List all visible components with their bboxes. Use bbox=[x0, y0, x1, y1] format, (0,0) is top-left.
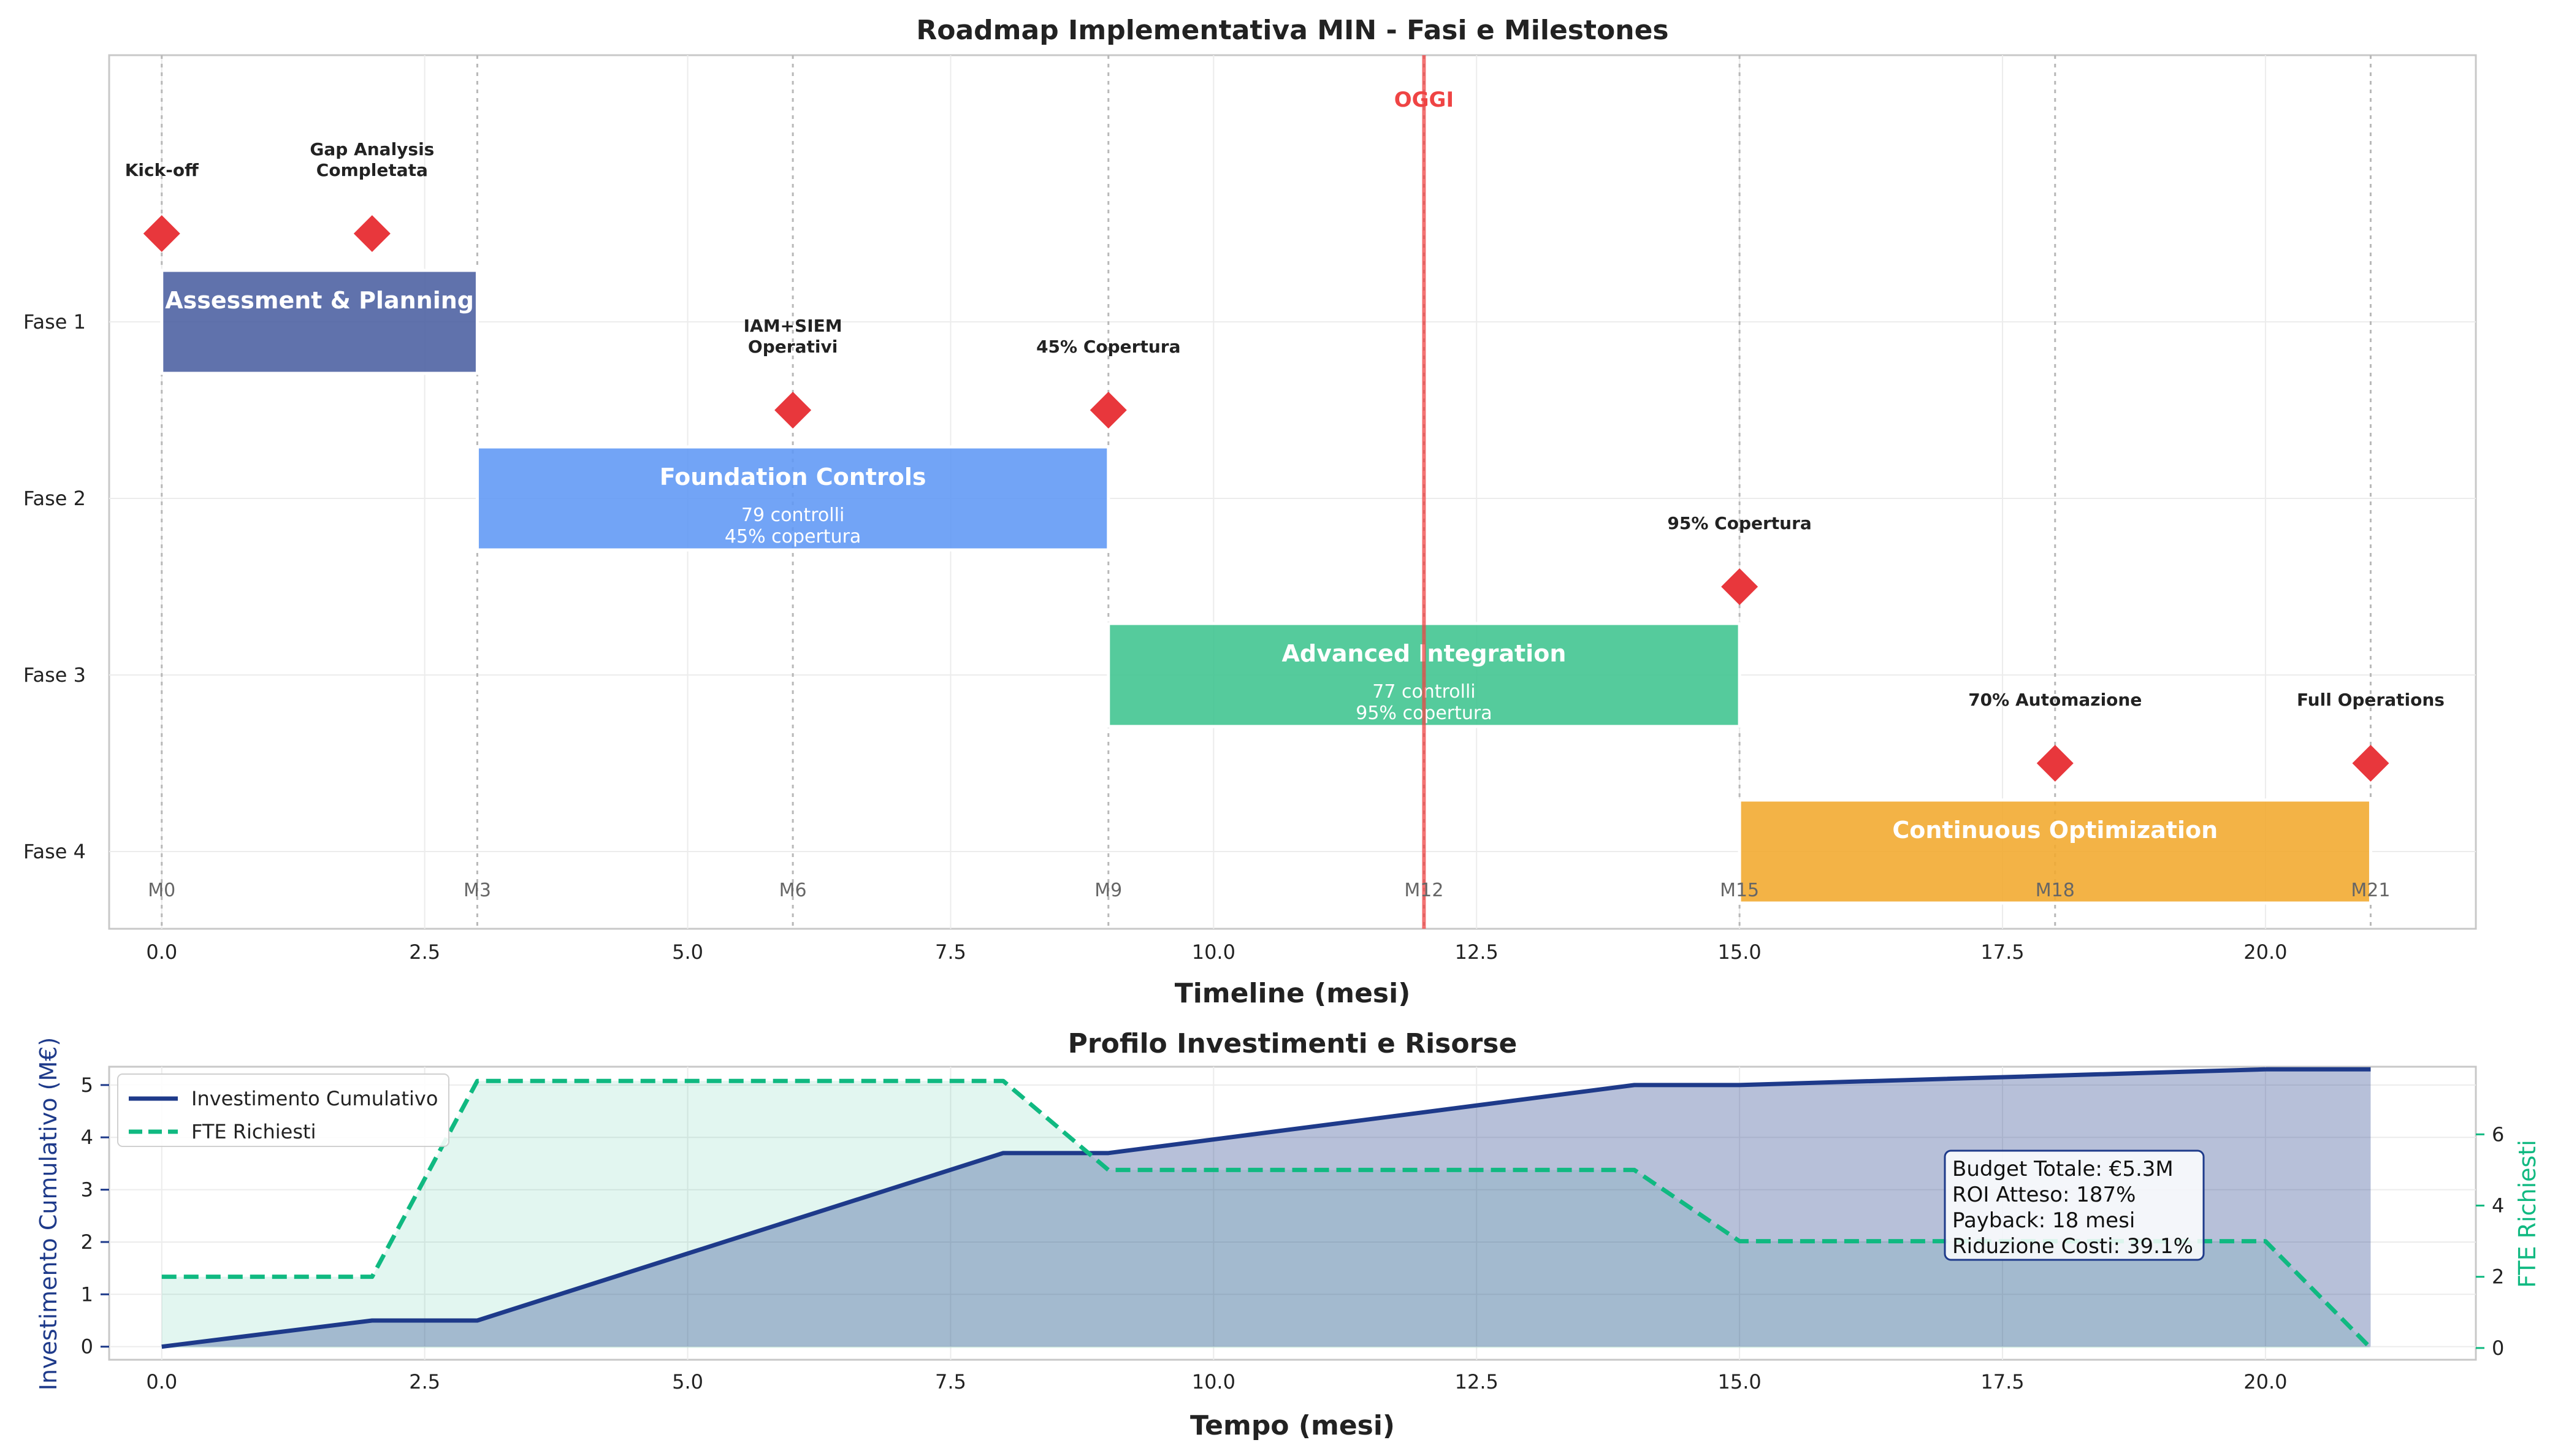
milestone-label-2-b: Completata bbox=[316, 160, 428, 180]
x-tick-label: 10.0 bbox=[1192, 1370, 1235, 1393]
y-tick-label: 2 bbox=[81, 1230, 93, 1254]
roadmap-today-marker: OGGI bbox=[1394, 55, 1454, 929]
y-tick-label: Fase 4 bbox=[23, 840, 86, 863]
month-label-M21: M21 bbox=[2351, 880, 2390, 901]
x-tick-label: 17.5 bbox=[1980, 1370, 2024, 1393]
month-label-M18: M18 bbox=[2036, 880, 2075, 901]
summary-payback: Payback: 18 mesi bbox=[1952, 1208, 2135, 1233]
x-tick-label: 15.0 bbox=[1717, 940, 1761, 964]
x-tick-label: 7.5 bbox=[935, 1370, 966, 1393]
phase-name-2: Foundation Controls bbox=[660, 463, 926, 490]
summary-roi: ROI Atteso: 187% bbox=[1952, 1183, 2136, 1207]
month-label-M12: M12 bbox=[1404, 880, 1443, 901]
fte-area bbox=[161, 1081, 2371, 1348]
x-tick-label: 12.5 bbox=[1455, 940, 1499, 964]
y-tick-label: 4 bbox=[81, 1126, 93, 1149]
milestone-label-1: Kick-off bbox=[125, 160, 199, 180]
x-tick-label: 20.0 bbox=[2243, 940, 2287, 964]
investment-areas bbox=[161, 1069, 2371, 1348]
milestone-label-4: 45% Copertura bbox=[1036, 337, 1180, 357]
y-tick-label: 0 bbox=[81, 1335, 93, 1359]
investment-x-ticks: 0.0 2.5 5.0 7.5 10.0 12.5 15.0 17.5 20.0 bbox=[146, 1370, 2287, 1393]
x-tick-label: 20.0 bbox=[2243, 1370, 2287, 1393]
x-tick-label: 15.0 bbox=[1717, 1370, 1761, 1393]
roadmap-plot-area bbox=[108, 54, 2477, 930]
roadmap-y-ticks: Fase 1 Fase 2 Fase 3 Fase 4 bbox=[23, 310, 86, 863]
phase-detail2-2: 45% copertura bbox=[725, 526, 861, 547]
phase-detail1-2: 79 controlli bbox=[741, 505, 844, 526]
phase-bar-1 bbox=[160, 269, 479, 375]
roadmap-chart: Assessment & Planning Foundation Controls… bbox=[23, 15, 2477, 1009]
investment-chart: 0.0 2.5 5.0 7.5 10.0 12.5 15.0 17.5 20.0 012345 … bbox=[35, 1028, 2541, 1441]
y-tick-label: Fase 2 bbox=[23, 487, 86, 510]
summary-box-frame bbox=[1944, 1149, 2205, 1261]
legend-investment-label: Investimento Cumulativo bbox=[191, 1087, 438, 1110]
x-tick-label: 10.0 bbox=[1192, 940, 1235, 964]
y-tick-label: Fase 1 bbox=[23, 310, 86, 334]
x-tick-label: 5.0 bbox=[672, 1370, 703, 1393]
y2-tick-label: 6 bbox=[2492, 1122, 2504, 1146]
investment-title: Profilo Investimenti e Risorse bbox=[1068, 1028, 1518, 1059]
phase-name-1: Assessment & Planning bbox=[165, 287, 474, 314]
y-tick-label: Fase 3 bbox=[23, 663, 86, 687]
month-label-M6: M6 bbox=[779, 880, 807, 901]
investment-legend: Investimento Cumulativo FTE Richiesti bbox=[117, 1073, 449, 1147]
summary-cost-reduction: Riduzione Costi: 39.1% bbox=[1952, 1234, 2193, 1259]
summary-box: Budget Totale: €5.3M ROI Atteso: 187% Pa… bbox=[1944, 1149, 2205, 1261]
phase-bar-2 bbox=[475, 445, 1110, 552]
x-tick-label: 0.0 bbox=[146, 940, 177, 964]
month-label-M9: M9 bbox=[1094, 880, 1122, 901]
fte-y-axis-label: FTE Richiesti bbox=[2514, 1140, 2541, 1288]
investment-y-ticks-right: 0 2 4 6 bbox=[2476, 1122, 2504, 1360]
milestone-diamond-7 bbox=[2352, 745, 2389, 782]
month-label-M3: M3 bbox=[464, 880, 491, 901]
milestone-label-3-b: Operativi bbox=[748, 337, 838, 357]
y2-tick-label: 4 bbox=[2492, 1194, 2504, 1218]
investment-line bbox=[161, 1067, 2371, 1349]
investment-y-axis-label: Investimento Cumulativo (M€) bbox=[35, 1037, 62, 1391]
milestone-diamond-1 bbox=[143, 215, 180, 252]
milestone-diamond-4 bbox=[1090, 392, 1127, 429]
milestone-diamond-3 bbox=[774, 392, 812, 429]
summary-budget: Budget Totale: €5.3M bbox=[1952, 1157, 2174, 1181]
investment-y-ticks-left: 0 1 2 3 4 5 bbox=[81, 1073, 109, 1359]
phase-name-4: Continuous Optimization bbox=[1892, 817, 2218, 844]
month-label-M0: M0 bbox=[148, 880, 175, 901]
milestone-label-3-a: IAM+SIEM bbox=[744, 316, 842, 336]
milestone-label-6: 70% Automazione bbox=[1968, 690, 2142, 710]
x-tick-label: 0.0 bbox=[146, 1370, 177, 1393]
x-tick-label: 2.5 bbox=[409, 1370, 440, 1393]
milestone-label-7: Full Operations bbox=[2297, 690, 2445, 710]
legend-frame bbox=[117, 1073, 449, 1147]
milestone-label-5: 95% Copertura bbox=[1667, 513, 1811, 533]
investment-x-axis-label: Tempo (mesi) bbox=[1190, 1410, 1395, 1441]
roadmap-month-labels: M0 M3 M6 M9 M12 M15 M18 M21 bbox=[148, 880, 2390, 901]
y-tick-label: 1 bbox=[81, 1283, 93, 1306]
milestone-diamond-2 bbox=[353, 215, 391, 252]
y2-tick-label: 0 bbox=[2492, 1336, 2504, 1360]
today-label: OGGI bbox=[1394, 88, 1454, 112]
phase-bar-4 bbox=[1738, 798, 2372, 905]
milestone-diamond-6 bbox=[2036, 745, 2074, 782]
legend-fte-label: FTE Richiesti bbox=[191, 1120, 316, 1143]
milestone-diamond-5 bbox=[1721, 568, 1758, 605]
y-tick-label: 5 bbox=[81, 1073, 93, 1097]
y-tick-label: 3 bbox=[81, 1178, 93, 1202]
y2-tick-label: 2 bbox=[2492, 1265, 2504, 1289]
x-tick-label: 5.0 bbox=[672, 940, 703, 964]
month-label-M15: M15 bbox=[1720, 880, 1759, 901]
x-tick-label: 7.5 bbox=[935, 940, 966, 964]
roadmap-x-axis-label: Timeline (mesi) bbox=[1175, 978, 1411, 1009]
x-tick-label: 2.5 bbox=[409, 940, 440, 964]
roadmap-x-ticks: 0.0 2.5 5.0 7.5 10.0 12.5 15.0 17.5 20.0 bbox=[146, 940, 2287, 964]
x-tick-label: 17.5 bbox=[1980, 940, 2024, 964]
investment-area bbox=[161, 1069, 2371, 1347]
x-tick-label: 12.5 bbox=[1455, 1370, 1499, 1393]
roadmap-title: Roadmap Implementativa MIN - Fasi e Mile… bbox=[916, 15, 1668, 46]
milestone-label-2-a: Gap Analysis bbox=[310, 139, 434, 159]
